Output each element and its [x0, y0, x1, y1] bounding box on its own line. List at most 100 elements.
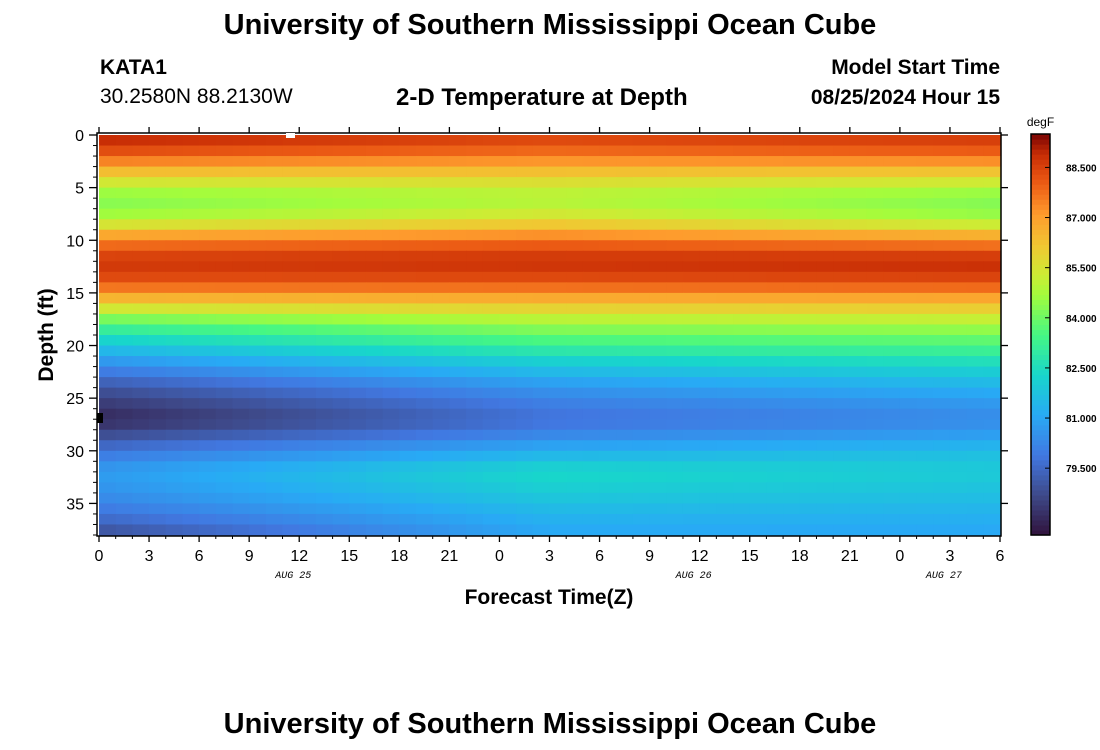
heatmap-cell [365, 461, 384, 473]
heatmap-cell [816, 450, 834, 462]
heatmap-cell [699, 408, 717, 420]
colorbar-band [1031, 374, 1050, 381]
heatmap-cell [149, 135, 167, 147]
heatmap-cell [315, 187, 334, 199]
heatmap-cell [899, 187, 918, 199]
heatmap-cell [733, 229, 751, 241]
heatmap-cell [816, 156, 834, 168]
heatmap-cell [482, 377, 501, 389]
heatmap-cell [315, 450, 334, 462]
heatmap-cell [182, 513, 200, 526]
heatmap-cell [549, 356, 567, 368]
heatmap-cell [816, 282, 834, 294]
heatmap-cell [265, 524, 284, 536]
heatmap-cell [115, 398, 133, 410]
heatmap-cell [365, 398, 384, 410]
heatmap-cell [549, 419, 567, 431]
colorbar-band [1031, 404, 1050, 411]
heatmap-cell [682, 524, 701, 536]
heatmap-cell [599, 513, 617, 526]
heatmap-cell [249, 177, 267, 189]
heatmap-cell [532, 324, 551, 336]
heatmap-cell [716, 419, 734, 431]
heatmap-cell [215, 429, 234, 441]
heatmap-cell [132, 377, 150, 389]
heatmap-cell [716, 292, 734, 305]
heatmap-cell [883, 145, 901, 157]
heatmap-cell [566, 335, 584, 347]
heatmap-cell [599, 492, 617, 505]
heatmap-cell [249, 440, 267, 452]
heatmap-cell [916, 429, 934, 441]
heatmap-cell [249, 208, 267, 220]
heatmap-cell [282, 261, 300, 273]
heatmap-cell [365, 240, 384, 252]
heatmap-cell [182, 303, 200, 315]
heatmap-cell [215, 366, 234, 378]
heatmap-cell [916, 345, 934, 357]
heatmap-cell [799, 419, 818, 431]
heatmap-cell [899, 282, 918, 294]
heatmap-cell [149, 303, 167, 315]
heatmap-cell [799, 261, 818, 273]
heatmap-cell [966, 271, 984, 283]
heatmap-cell [933, 303, 951, 315]
heatmap-cell [549, 461, 567, 473]
heatmap-cell [699, 492, 717, 505]
heatmap-cell [182, 335, 200, 347]
heatmap-cell [149, 145, 167, 157]
heatmap-cell [649, 187, 667, 199]
heatmap-cell [599, 177, 617, 189]
heatmap-cell [933, 408, 951, 420]
heatmap-cell [883, 240, 901, 252]
heatmap-cell [332, 356, 350, 368]
heatmap-cell [766, 282, 784, 294]
heatmap-cell [349, 513, 367, 526]
heatmap-cell [883, 250, 901, 262]
heatmap-cell [599, 450, 617, 462]
heatmap-cell [432, 492, 450, 505]
heatmap-cell [799, 219, 818, 231]
heatmap-cell [666, 313, 684, 326]
heatmap-cell [282, 177, 300, 189]
heatmap-cell [566, 345, 584, 357]
heatmap-cell [666, 513, 684, 526]
heatmap-cell [499, 187, 517, 199]
heatmap-cell [916, 503, 934, 515]
heatmap-cell [733, 156, 751, 168]
heatmap-cell [499, 261, 517, 273]
heatmap-cell [532, 292, 551, 305]
heatmap-cell [749, 229, 768, 241]
heatmap-cell [716, 187, 734, 199]
heatmap-cell [699, 145, 717, 157]
heatmap-cell [582, 524, 601, 536]
heatmap-cell [699, 345, 717, 357]
heatmap-cell [365, 356, 384, 368]
heatmap-cell [632, 461, 651, 473]
heatmap-cell [582, 471, 601, 483]
heatmap-cell [99, 366, 117, 378]
heatmap-cell [783, 398, 801, 410]
heatmap-cell [399, 429, 417, 441]
heatmap-cell [382, 492, 400, 505]
heatmap-cell [833, 345, 851, 357]
heatmap-cell [449, 292, 467, 305]
heatmap-cell [416, 408, 434, 420]
heatmap-cell [949, 250, 968, 262]
heatmap-cell [749, 440, 768, 452]
x-tick-label: 15 [741, 548, 759, 565]
heatmap-cell [199, 292, 217, 305]
heatmap-cell [332, 271, 350, 283]
x-tick-label: 3 [945, 548, 954, 565]
heatmap-cell [265, 282, 284, 294]
colorbar-band [1031, 424, 1050, 431]
heatmap-cell [666, 408, 684, 420]
heatmap-cell [332, 450, 350, 462]
heatmap-cell [165, 198, 184, 210]
heatmap-cell [99, 156, 117, 168]
heatmap-cell [566, 482, 584, 494]
heatmap-cell [866, 377, 884, 389]
heatmap-cell [332, 156, 350, 168]
heatmap-cell [899, 229, 918, 241]
heatmap-cell [716, 313, 734, 326]
